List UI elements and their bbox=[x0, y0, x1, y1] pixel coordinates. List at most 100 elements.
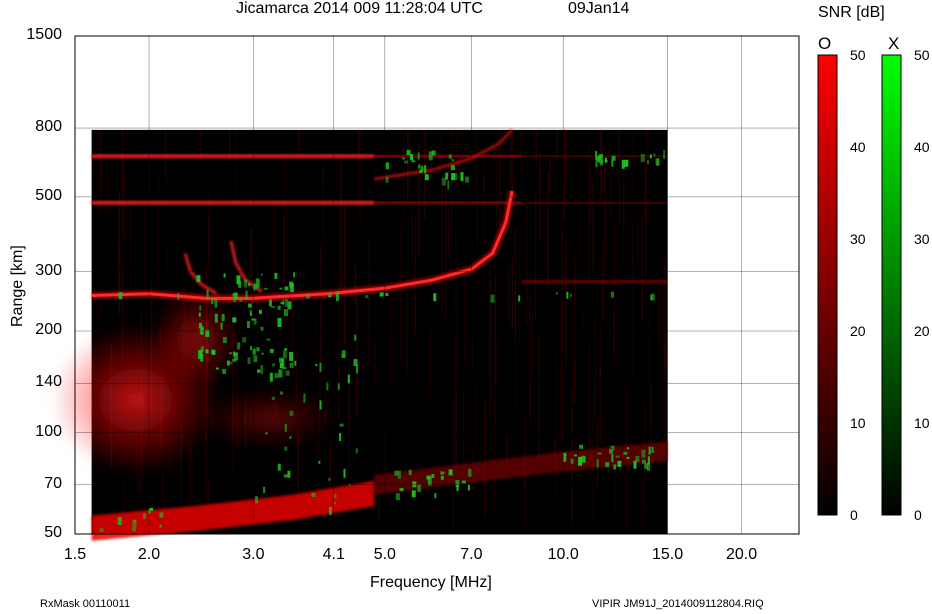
x-mode-speckle bbox=[255, 496, 259, 504]
x-mode-speckle bbox=[277, 317, 282, 327]
x-mode-speckle bbox=[623, 451, 628, 455]
x-mode-speckle bbox=[253, 355, 258, 363]
noise-streak bbox=[452, 399, 454, 528]
x-mode-speckle bbox=[234, 352, 239, 361]
noise-streak bbox=[440, 129, 442, 169]
noise-streak bbox=[415, 215, 417, 339]
x-mode-speckle bbox=[266, 338, 271, 341]
x-mode-speckle bbox=[641, 449, 646, 458]
x-mode-speckle bbox=[289, 281, 294, 288]
noise-streak bbox=[450, 129, 453, 250]
x-mode-speckle bbox=[252, 348, 256, 355]
x-mode-speckle bbox=[648, 446, 651, 455]
x-mode-speckle bbox=[597, 452, 602, 455]
noise-streak bbox=[499, 129, 501, 249]
x-mode-speckle bbox=[448, 469, 453, 476]
colorbar-tick-label: 0 bbox=[914, 507, 922, 523]
noise-streak bbox=[273, 199, 275, 303]
x-mode-speckle bbox=[198, 312, 201, 317]
x-tick-label: 5.0 bbox=[373, 546, 396, 563]
noise-streak bbox=[618, 129, 621, 225]
noise-streak bbox=[166, 132, 169, 269]
x-mode-speckle bbox=[663, 150, 666, 160]
noise-streak bbox=[418, 142, 420, 256]
x-mode-speckle bbox=[596, 158, 600, 163]
multihop-band bbox=[521, 279, 668, 284]
noise-streak bbox=[180, 422, 182, 514]
x-mode-speckle bbox=[596, 459, 599, 468]
x-mode-speckle bbox=[424, 165, 427, 174]
noise-streak bbox=[292, 283, 294, 377]
x-mode-speckle bbox=[230, 361, 233, 365]
noise-streak bbox=[250, 183, 252, 273]
noise-streak bbox=[368, 239, 370, 364]
noise-streak bbox=[650, 378, 652, 475]
x-mode-speckle bbox=[232, 358, 237, 362]
noise-streak bbox=[384, 433, 386, 487]
x-mode-speckle bbox=[281, 358, 285, 367]
noise-streak bbox=[615, 436, 617, 513]
colorbar-tick-label: 20 bbox=[914, 323, 930, 339]
y-tick-label: 140 bbox=[35, 373, 62, 391]
x-mode-speckle bbox=[263, 287, 268, 290]
x-mode-speckle bbox=[404, 160, 409, 164]
x-mode-speckle bbox=[333, 494, 337, 499]
x-mode-speckle bbox=[258, 309, 262, 314]
noise-streak bbox=[455, 334, 457, 474]
x-mode-speckle bbox=[353, 359, 358, 367]
noise-streak bbox=[121, 260, 123, 363]
noise-streak bbox=[494, 276, 497, 385]
x-mode-speckle bbox=[354, 334, 357, 341]
x-mode-speckle bbox=[279, 391, 283, 395]
x-mode-speckle bbox=[341, 350, 346, 355]
noise-streak bbox=[663, 343, 665, 455]
noise-streak bbox=[563, 129, 565, 220]
noise-streak bbox=[138, 475, 140, 496]
noise-streak bbox=[664, 256, 666, 371]
noise-streak bbox=[324, 266, 326, 292]
noise-streak bbox=[493, 398, 495, 514]
noise-streak bbox=[208, 214, 210, 274]
x-mode-speckle bbox=[428, 151, 433, 161]
colorbar-x bbox=[881, 54, 902, 516]
noise-streak bbox=[338, 280, 340, 421]
noise-streak bbox=[601, 273, 603, 318]
noise-streak bbox=[526, 209, 528, 325]
x-mode-speckle bbox=[303, 393, 306, 403]
colorbar-tick-label: 50 bbox=[850, 47, 866, 63]
noise-streak bbox=[205, 432, 207, 523]
noise-streak bbox=[408, 129, 411, 195]
x-mode-speckle bbox=[615, 455, 620, 458]
x-mode-speckle bbox=[289, 351, 294, 361]
noise-streak bbox=[189, 440, 192, 504]
x-mode-speckle bbox=[563, 452, 567, 462]
x-mode-speckle bbox=[597, 155, 602, 160]
x-mode-speckle bbox=[274, 373, 279, 379]
noise-streak bbox=[535, 129, 537, 163]
e-region-band bbox=[91, 480, 375, 541]
colorbar-tick-label: 40 bbox=[914, 139, 930, 155]
x-mode-speckle bbox=[255, 278, 260, 288]
noise-streak bbox=[547, 171, 549, 286]
noise-streak bbox=[631, 224, 634, 267]
x-mode-speckle bbox=[277, 305, 281, 310]
noise-streak bbox=[123, 484, 125, 517]
upper-band bbox=[374, 441, 668, 495]
x-mode-speckle bbox=[289, 410, 294, 416]
x-mode-speckle bbox=[445, 172, 449, 180]
noise-streak bbox=[475, 385, 477, 449]
x-mode-speckle bbox=[417, 152, 420, 160]
noise-streak bbox=[456, 239, 459, 335]
x-mode-speckle bbox=[451, 159, 455, 162]
x-mode-speckle bbox=[282, 299, 285, 306]
noise-streak bbox=[99, 129, 102, 216]
noise-streak bbox=[426, 129, 428, 167]
x-tick-label: 2.0 bbox=[137, 546, 161, 563]
x-mode-speckle bbox=[647, 160, 650, 165]
colorbar-tick-label: 10 bbox=[850, 415, 866, 431]
noise-streak bbox=[447, 210, 449, 256]
noise-streak bbox=[207, 477, 210, 522]
noise-streak bbox=[490, 282, 492, 298]
noise-streak bbox=[91, 129, 93, 179]
x-mode-speckle bbox=[339, 423, 344, 427]
